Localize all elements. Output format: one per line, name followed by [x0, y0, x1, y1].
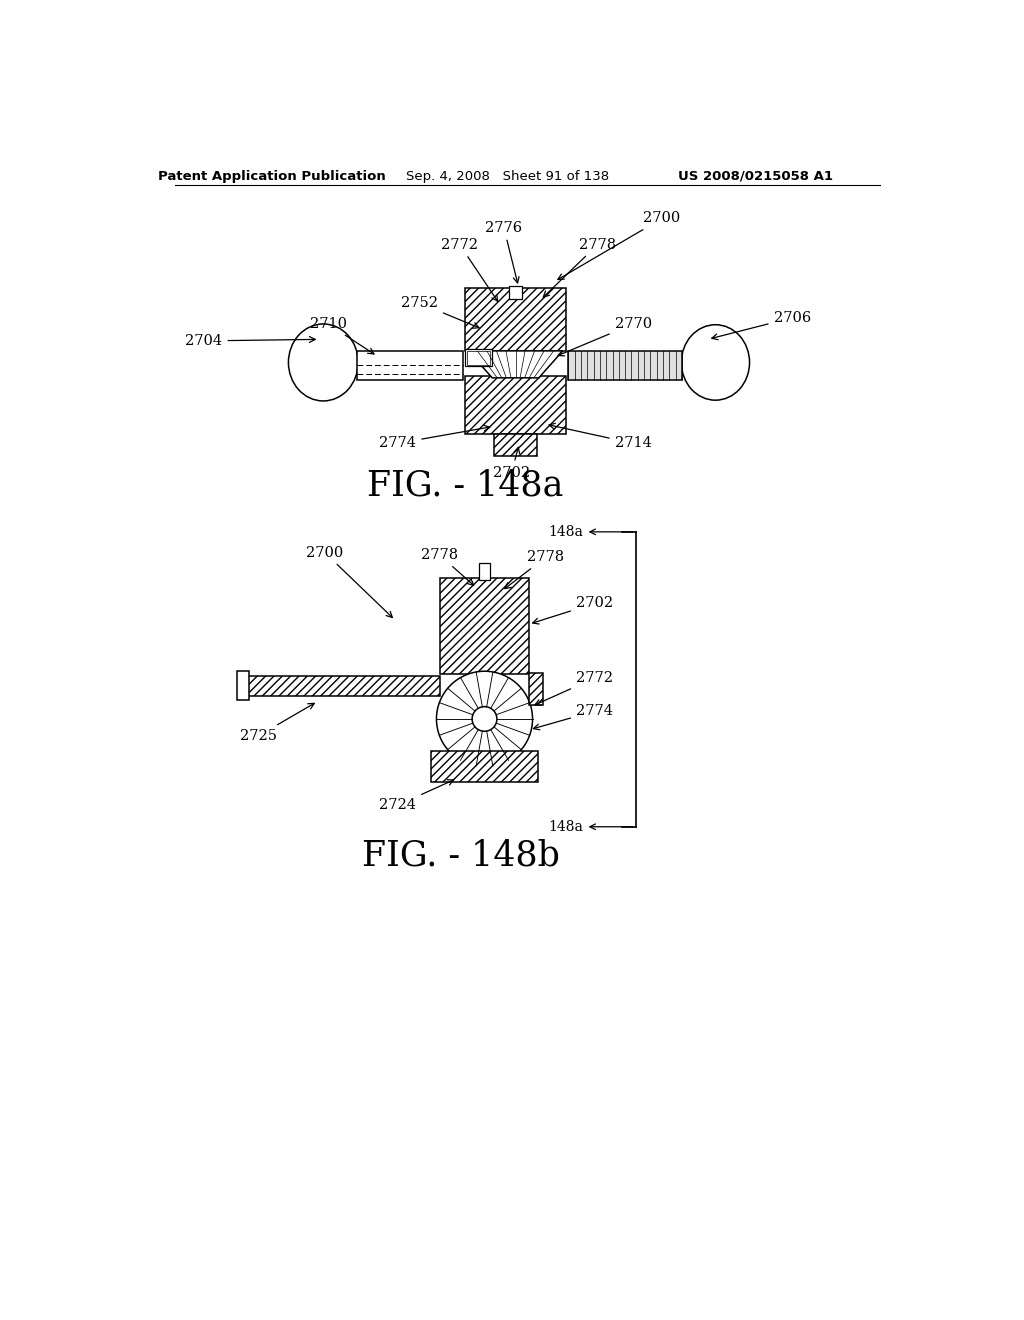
Text: Sep. 4, 2008   Sheet 91 of 138: Sep. 4, 2008 Sheet 91 of 138	[407, 169, 609, 182]
Bar	[465, 350, 493, 367]
Bar	[494, 434, 538, 455]
Bar	[509, 286, 522, 298]
Text: 2706: 2706	[712, 310, 811, 339]
Bar	[479, 562, 489, 579]
Bar	[528, 673, 543, 705]
Text: 2776: 2776	[485, 220, 522, 282]
Text: 2772: 2772	[441, 238, 498, 301]
Text: US 2008/0215058 A1: US 2008/0215058 A1	[678, 169, 834, 182]
Text: 2752: 2752	[401, 296, 479, 329]
Bar	[431, 751, 538, 781]
Bar	[465, 376, 566, 434]
Circle shape	[472, 706, 497, 731]
Bar	[465, 288, 566, 351]
Text: 2774: 2774	[534, 705, 613, 730]
Text: 2725: 2725	[240, 704, 314, 743]
Text: Patent Application Publication: Patent Application Publication	[158, 169, 385, 182]
Text: 2778: 2778	[505, 550, 564, 589]
Text: 2702: 2702	[532, 597, 613, 624]
Text: 2778: 2778	[421, 548, 474, 585]
Text: 2724: 2724	[379, 780, 454, 812]
Text: 2778: 2778	[544, 238, 616, 297]
Polygon shape	[468, 351, 563, 378]
Text: 2774: 2774	[379, 425, 489, 450]
Text: 2770: 2770	[558, 317, 652, 356]
Ellipse shape	[681, 325, 750, 400]
Text: FIG. - 148a: FIG. - 148a	[367, 469, 563, 503]
Text: 148a: 148a	[548, 820, 633, 834]
Text: 2702: 2702	[494, 447, 530, 479]
Circle shape	[436, 671, 532, 767]
Text: 2700: 2700	[306, 545, 392, 618]
Bar	[357, 351, 463, 380]
Bar	[440, 578, 529, 675]
Text: 2700: 2700	[558, 211, 681, 280]
Text: 2710: 2710	[309, 317, 374, 354]
Text: 148a: 148a	[548, 525, 633, 539]
Bar	[248, 676, 440, 696]
Bar	[568, 351, 682, 380]
Bar	[238, 671, 249, 701]
Text: 2714: 2714	[549, 424, 651, 450]
Text: FIG. - 148b: FIG. - 148b	[362, 838, 560, 873]
Text: 2772: 2772	[535, 671, 613, 705]
Text: 2704: 2704	[185, 334, 315, 348]
Ellipse shape	[289, 323, 358, 401]
Bar	[467, 351, 489, 364]
